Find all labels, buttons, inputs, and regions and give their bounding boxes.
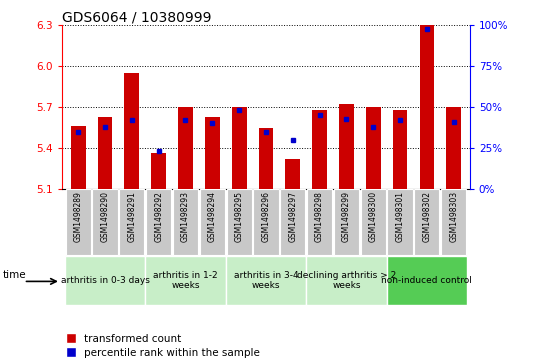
FancyBboxPatch shape (65, 189, 91, 255)
Bar (393, 110, 408, 189)
Bar (259, 127, 273, 189)
Bar (286, 159, 300, 189)
FancyBboxPatch shape (387, 256, 467, 305)
Bar (71, 126, 85, 189)
FancyBboxPatch shape (306, 256, 387, 305)
Text: GSM1498292: GSM1498292 (154, 191, 163, 242)
FancyBboxPatch shape (173, 189, 198, 255)
Text: GSM1498294: GSM1498294 (208, 191, 217, 242)
Text: arthritis in 3-4
weeks: arthritis in 3-4 weeks (234, 271, 298, 290)
Text: time: time (3, 270, 27, 280)
Text: arthritis in 0-3 days: arthritis in 0-3 days (60, 276, 150, 285)
FancyBboxPatch shape (253, 189, 279, 255)
FancyBboxPatch shape (200, 189, 225, 255)
Bar (205, 117, 220, 189)
Text: GSM1498300: GSM1498300 (369, 191, 378, 242)
Bar (366, 107, 381, 189)
Bar (124, 73, 139, 189)
FancyBboxPatch shape (441, 189, 467, 255)
Legend: transformed count, percentile rank within the sample: transformed count, percentile rank withi… (68, 334, 260, 358)
Text: declining arthritis > 2
weeks: declining arthritis > 2 weeks (297, 271, 396, 290)
FancyBboxPatch shape (388, 189, 413, 255)
Text: GSM1498290: GSM1498290 (100, 191, 110, 242)
FancyBboxPatch shape (361, 189, 386, 255)
Text: GSM1498295: GSM1498295 (234, 191, 244, 242)
Text: GSM1498303: GSM1498303 (449, 191, 458, 242)
Text: GSM1498297: GSM1498297 (288, 191, 298, 242)
Text: GSM1498301: GSM1498301 (396, 191, 404, 242)
FancyBboxPatch shape (334, 189, 359, 255)
Bar (312, 110, 327, 189)
Text: GSM1498289: GSM1498289 (73, 191, 83, 242)
Bar (98, 117, 112, 189)
Text: non-induced control: non-induced control (381, 276, 472, 285)
FancyBboxPatch shape (414, 189, 440, 255)
Text: GDS6064 / 10380999: GDS6064 / 10380999 (62, 10, 212, 24)
Bar (232, 107, 246, 189)
Text: GSM1498291: GSM1498291 (127, 191, 136, 242)
Bar (420, 25, 434, 189)
Text: GSM1498296: GSM1498296 (261, 191, 271, 242)
FancyBboxPatch shape (280, 189, 306, 255)
FancyBboxPatch shape (146, 189, 171, 255)
Text: arthritis in 1-2
weeks: arthritis in 1-2 weeks (153, 271, 218, 290)
Bar (178, 107, 193, 189)
Text: GSM1498293: GSM1498293 (181, 191, 190, 242)
FancyBboxPatch shape (226, 189, 252, 255)
Bar (151, 153, 166, 189)
FancyBboxPatch shape (145, 256, 226, 305)
Text: GSM1498302: GSM1498302 (422, 191, 431, 242)
FancyBboxPatch shape (92, 189, 118, 255)
Bar (339, 104, 354, 189)
FancyBboxPatch shape (119, 189, 144, 255)
Bar (447, 107, 461, 189)
Text: GSM1498298: GSM1498298 (315, 191, 324, 242)
Text: GSM1498299: GSM1498299 (342, 191, 351, 242)
FancyBboxPatch shape (307, 189, 332, 255)
FancyBboxPatch shape (65, 256, 145, 305)
FancyBboxPatch shape (226, 256, 306, 305)
